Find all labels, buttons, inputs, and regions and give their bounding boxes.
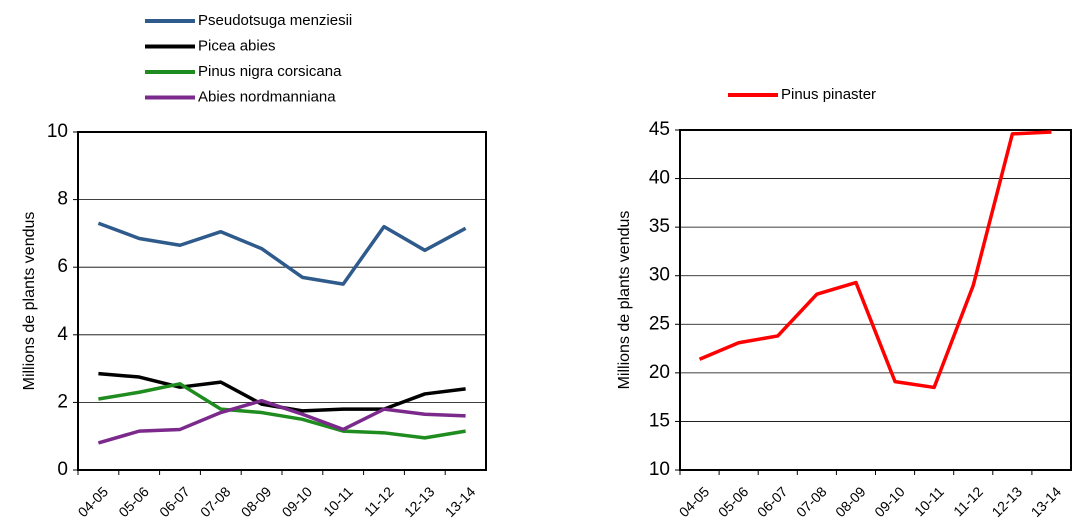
x-tick-label: 11-12 [361, 483, 397, 519]
y-tick-label: 35 [649, 216, 670, 237]
y-axis-label: Millions de plants vendus [21, 212, 38, 391]
y-tick-label: 40 [649, 168, 670, 189]
x-tick-label: 04-05 [75, 483, 112, 520]
data-line [98, 371, 466, 413]
plot-border [679, 129, 1072, 471]
x-tick-label: 10-11 [320, 483, 356, 519]
data-line [97, 221, 467, 286]
x-tick-label: 08-09 [832, 483, 869, 520]
x-tick-label: 12-13 [988, 483, 1025, 520]
x-tick-label: 06-07 [156, 483, 193, 520]
data-line [97, 398, 466, 445]
x-tick-label: 09-10 [871, 483, 908, 520]
legend-label: Pinus pinaster [781, 86, 876, 103]
x-tick-label: 05-06 [715, 483, 752, 520]
y-tick-label: 2 [57, 391, 68, 412]
x-tick-label: 12-13 [401, 483, 438, 520]
y-tick-label: 6 [57, 256, 68, 277]
data-line [698, 130, 1052, 390]
data-line [98, 382, 466, 440]
y-tick-label: 15 [649, 410, 670, 431]
y-tick-label: 8 [57, 189, 68, 210]
legend-label: Abies nordmanniana [198, 88, 336, 105]
x-tick-label: 05-06 [115, 483, 152, 520]
legend-label: Pinus nigra corsicana [198, 63, 342, 80]
x-tick-label: 08-09 [238, 483, 275, 520]
x-tick-label: 09-10 [279, 483, 316, 520]
legend-label: Picea abies [198, 37, 276, 54]
x-tick-label: 10-11 [911, 483, 947, 519]
x-tick-label: 13-14 [442, 483, 479, 520]
y-tick-label: 25 [649, 313, 670, 334]
x-tick-label: 07-08 [793, 483, 830, 520]
x-tick-label: 06-07 [754, 483, 791, 520]
x-tick-label: 07-08 [197, 483, 234, 520]
x-tick-label: 13-14 [1028, 483, 1065, 520]
x-tick-label: 04-05 [676, 483, 713, 520]
y-tick-label: 30 [649, 265, 670, 286]
y-tick-label: 10 [47, 121, 68, 142]
y-axis-label: Millions de plants vendus [616, 211, 633, 390]
plot-border [77, 131, 487, 471]
y-tick-label: 45 [649, 119, 670, 140]
y-tick-label: 4 [57, 324, 68, 345]
y-tick-label: 20 [649, 362, 670, 383]
legend-label: Pseudotsuga menziesii [198, 12, 352, 29]
y-tick-label: 10 [649, 459, 670, 480]
y-tick-label: 0 [57, 459, 68, 480]
x-tick-label: 11-12 [950, 483, 986, 519]
